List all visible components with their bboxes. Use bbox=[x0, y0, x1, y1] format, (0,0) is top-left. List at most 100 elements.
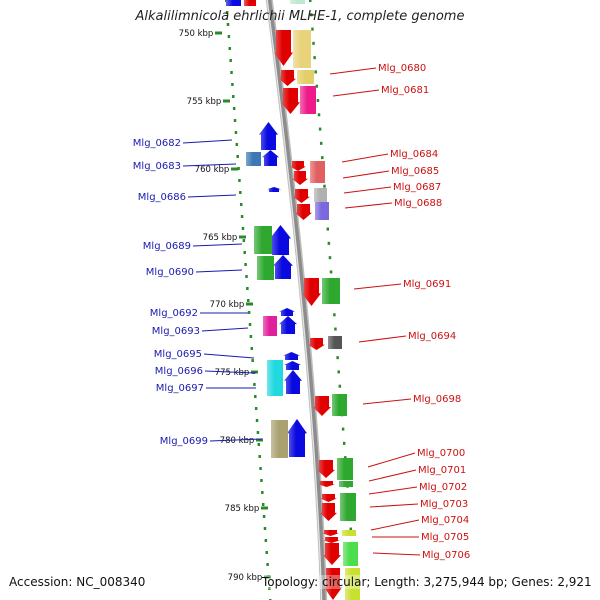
plus-strand-dotted-track bbox=[229, 59, 232, 62]
plus-strand-dotted-track bbox=[261, 491, 264, 494]
accession-label: Accession: bbox=[9, 575, 73, 589]
gene-Mlg_0683-partner bbox=[246, 152, 261, 166]
plus-strand-dotted-track bbox=[236, 155, 239, 158]
gene-Mlg_0684 bbox=[290, 161, 306, 171]
kbp-tick-mark bbox=[256, 438, 263, 442]
gene-label-Mlg_0696: Mlg_0696 bbox=[155, 366, 203, 377]
gene-Mlg_0694 bbox=[308, 338, 325, 350]
gene-Mlg_0705 bbox=[323, 537, 340, 543]
minus-strand-dotted-track bbox=[326, 227, 330, 231]
gene-Mlg_0703 bbox=[320, 503, 337, 521]
plus-strand-dotted-track bbox=[234, 131, 238, 134]
gene-top-mint bbox=[290, 0, 305, 4]
length-value: 3,275,944 bp bbox=[423, 575, 504, 589]
plus-strand-dotted-track bbox=[266, 563, 269, 566]
label-leader-line bbox=[343, 186, 392, 194]
gene-Mlg_0687-partner bbox=[314, 188, 327, 202]
minus-strand-dotted-track bbox=[314, 70, 317, 74]
label-leader-line bbox=[368, 486, 418, 495]
minus-strand-dotted-track bbox=[318, 127, 322, 131]
plus-strand-dotted-track bbox=[264, 539, 268, 542]
plus-strand-dotted-track bbox=[261, 503, 265, 506]
gene-top-blue bbox=[226, 0, 241, 6]
gene-Mlg_0697 bbox=[284, 370, 302, 394]
gene-top-red bbox=[244, 0, 256, 6]
kbp-tick-label: 770 kbp bbox=[210, 300, 245, 310]
gene-label-Mlg_0704: Mlg_0704 bbox=[421, 515, 469, 526]
minus-strand-dotted-track bbox=[313, 56, 316, 60]
gene-Mlg_0693 bbox=[279, 316, 297, 334]
genes-label: Genes: bbox=[511, 575, 554, 589]
gene-Mlg_0680-partner bbox=[293, 30, 311, 68]
plus-strand-dotted-track bbox=[230, 71, 233, 74]
label-leader-line bbox=[329, 67, 377, 75]
gene-Mlg_0690-partner bbox=[257, 256, 274, 280]
genome-title: Alkalilimnicola ehrlichii MLHE-1, comple… bbox=[135, 9, 465, 24]
gene-Mlg_0698-partner bbox=[332, 394, 347, 416]
plus-strand-dotted-track bbox=[253, 383, 256, 386]
gene-Mlg_0682 bbox=[259, 122, 278, 150]
minus-strand-dotted-track bbox=[315, 84, 319, 88]
plus-strand-dotted-track bbox=[256, 431, 260, 434]
kbp-tick-mark bbox=[215, 31, 222, 35]
gene-Mlg_0706-partner bbox=[343, 542, 358, 566]
plus-strand-dotted-track bbox=[239, 203, 243, 206]
gene-yellow-bottom bbox=[345, 568, 360, 600]
plus-strand-dotted-track bbox=[232, 95, 235, 98]
minus-strand-dotted-track bbox=[309, 0, 312, 2]
minus-strand-dotted-track bbox=[312, 41, 315, 45]
label-leader-line bbox=[209, 438, 263, 442]
gene-label-Mlg_0703: Mlg_0703 bbox=[420, 499, 468, 510]
gene-Mlg_0690 bbox=[273, 255, 293, 279]
label-leader-line bbox=[353, 283, 402, 290]
plus-strand-dotted-track bbox=[240, 215, 244, 218]
gene-label-Mlg_0689: Mlg_0689 bbox=[143, 241, 191, 252]
gene-Mlg_0702 bbox=[320, 494, 337, 502]
gene-label-Mlg_0692: Mlg_0692 bbox=[150, 308, 198, 319]
gene-Mlg_0683 bbox=[262, 150, 279, 166]
minus-strand-dotted-track bbox=[311, 27, 314, 31]
gene-Mlg_0693-partner bbox=[263, 316, 277, 336]
plus-strand-dotted-track bbox=[243, 251, 246, 254]
plus-strand-dotted-track bbox=[242, 239, 246, 242]
gene-Mlg_0691-partner bbox=[322, 278, 340, 304]
kbp-tick-label: 790 kbp bbox=[228, 573, 263, 583]
length-label: Length: bbox=[374, 575, 420, 589]
plus-strand-dotted-track bbox=[233, 119, 237, 122]
plus-strand-dotted-track bbox=[254, 395, 257, 398]
plus-strand-dotted-track bbox=[235, 143, 239, 146]
minus-strand-dotted-track bbox=[344, 456, 347, 460]
minus-strand-dotted-track bbox=[310, 13, 313, 17]
gene-Mlg_0686 bbox=[267, 187, 281, 192]
gene-label-Mlg_0700: Mlg_0700 bbox=[417, 448, 465, 459]
gene-label-Mlg_0697: Mlg_0697 bbox=[156, 383, 204, 394]
gene-label-Mlg_0681: Mlg_0681 bbox=[381, 85, 429, 96]
gene-label-Mlg_0685: Mlg_0685 bbox=[391, 166, 439, 177]
plus-strand-dotted-track bbox=[228, 47, 232, 50]
kbp-tick-mark bbox=[264, 575, 271, 579]
topology-value: circular bbox=[321, 575, 367, 589]
label-leader-line bbox=[368, 469, 417, 482]
kbp-tick-label: 780 kbp bbox=[220, 436, 255, 446]
label-leader-line bbox=[367, 452, 416, 468]
label-leader-line bbox=[341, 153, 389, 163]
minus-strand-dotted-track bbox=[319, 141, 323, 145]
label-leader-line bbox=[369, 503, 419, 508]
gene-Mlg_0706 bbox=[323, 543, 341, 565]
plus-strand-dotted-track bbox=[254, 407, 258, 410]
label-leader-line bbox=[332, 89, 380, 97]
plus-strand-dotted-track bbox=[245, 275, 248, 278]
minus-strand-dotted-track bbox=[338, 384, 342, 388]
plus-strand-dotted-track bbox=[246, 287, 249, 290]
kbp-tick-mark bbox=[261, 506, 268, 510]
plus-strand-dotted-track bbox=[247, 299, 250, 302]
accession-info: Accession: NC_008340 bbox=[9, 575, 145, 589]
gene-label-Mlg_0701: Mlg_0701 bbox=[418, 465, 466, 476]
plus-strand-dotted-track bbox=[268, 587, 271, 590]
gene-red-bottom bbox=[324, 568, 342, 600]
gene-Mlg_0696 bbox=[284, 361, 301, 370]
genome-backbone bbox=[267, 0, 326, 600]
gene-label-Mlg_0699: Mlg_0699 bbox=[160, 436, 208, 447]
gene-label-Mlg_0680: Mlg_0680 bbox=[378, 63, 426, 74]
